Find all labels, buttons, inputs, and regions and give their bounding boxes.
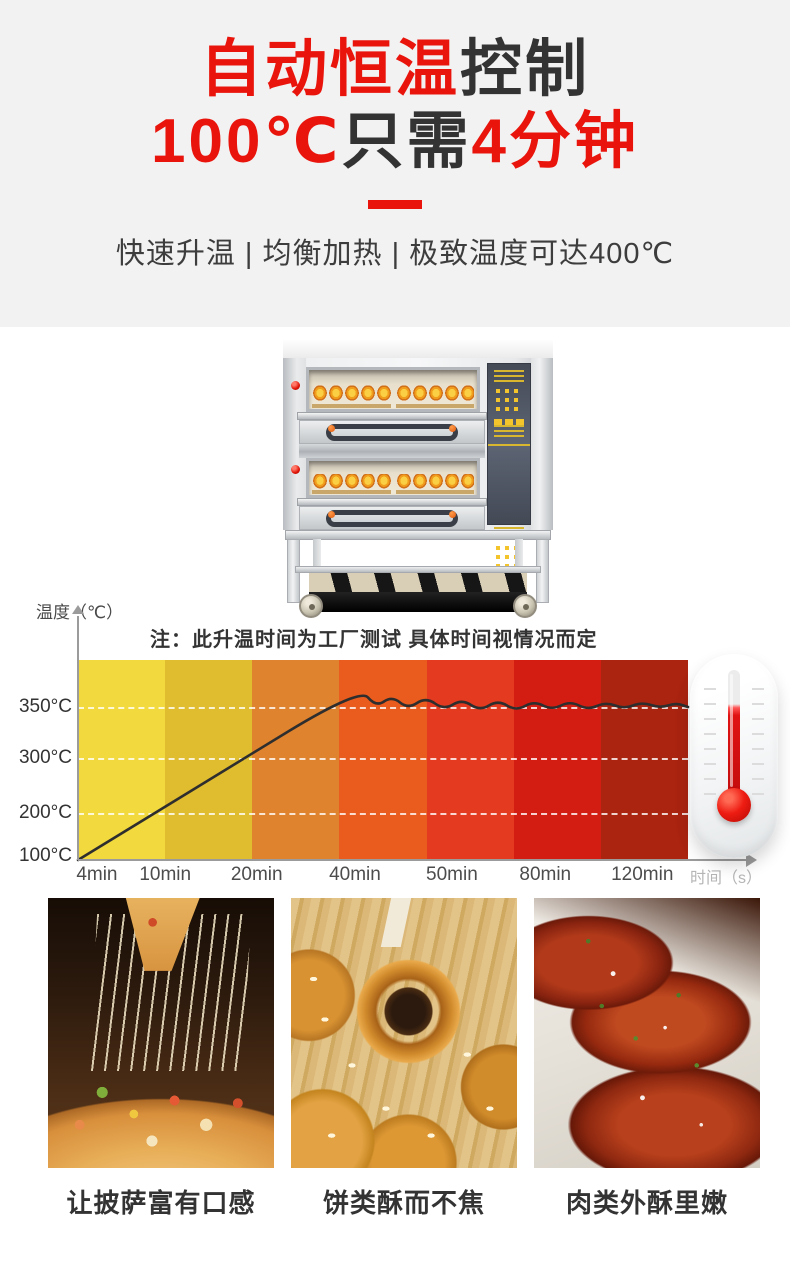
gridline-350 [78,707,688,709]
panel-separator [488,444,530,446]
x-tick-label: 40min [329,864,381,885]
x-tick-label: 10min [139,864,192,885]
x-axis-title: 时间（s） [690,870,763,887]
chart-note: 注：此升温时间为工厂测试 具体时间视情况而定 [150,629,598,651]
power-indicator-icon [291,465,300,474]
oven-right-column [531,358,553,530]
gridline-300 [78,758,688,760]
y-tick-label: 200°C [18,802,72,823]
x-tick-label: 20min [230,864,283,885]
stand-slats [309,573,527,593]
oven-door-upper [299,420,485,444]
title-red-text: 100℃ [150,106,342,176]
page-title-line1: 自动恒温控制 [0,0,790,106]
power-indicator-icon [291,381,300,390]
heatup-chart: 温度（℃） 注：此升温时间为工厂测试 具体时间视情况而定 350°C 300°C… [0,598,790,892]
heat-band [513,660,601,860]
food-card-pastry: 饼类酥而不焦 [291,898,517,1220]
oven-stand [283,530,553,618]
food-card-wings: 肉类外酥里嫩 [534,898,760,1220]
caster-wheel-icon [513,594,537,618]
stand-leg [313,539,321,591]
bread-trays [312,474,474,494]
bread-tray [312,385,391,408]
pastry-photo [291,898,517,1168]
bread-trays [312,385,474,408]
temperature-curve [76,694,690,862]
stand-leg [515,539,523,591]
x-tick-row: 4min 10min 20min 40min 50min 80min 120mi… [76,864,688,888]
y-axis-line [77,616,79,860]
heat-band [78,660,166,860]
bread-tray [312,474,391,494]
gridline-200 [78,813,688,815]
deck-window-lower [306,458,480,498]
header-banner: 自动恒温控制 100℃只需4分钟 快速升温 | 均衡加热 | 极致温度可达400… [0,0,790,327]
chicken-wings-photo [534,898,760,1168]
oven-body [283,358,553,597]
thermometer-icon [690,654,778,858]
feature-subtitle: 快速升温 | 均衡加热 | 极致温度可达400℃ [115,237,675,270]
stand-top-bar [285,530,551,540]
heat-band [600,660,688,860]
door-handle [326,510,458,527]
x-axis-arrow-icon [746,853,757,867]
page-title-line2: 100℃只需4分钟 [0,106,790,178]
thermometer-scale-ticks [752,688,764,806]
control-panel [487,363,531,597]
panel-vent-lines [494,370,524,384]
x-tick-label: 120min [611,864,674,885]
thermometer-scale-ticks [704,688,716,806]
pizza-photo [48,898,274,1168]
heat-band [339,660,427,860]
panel-vent-lines [494,425,524,440]
x-tick-label: 4min [76,864,118,885]
stand-base [309,592,527,612]
door-handle [326,424,458,441]
heat-band [165,660,253,860]
thermometer-tube [728,670,740,796]
x-tick-label: 50min [426,864,478,885]
heat-band [252,660,340,860]
x-tick-label: 80min [519,864,572,885]
caster-wheel-icon [299,594,323,618]
food-caption: 肉类外酥里嫩 [565,1188,728,1218]
food-caption: 饼类酥而不焦 [322,1188,485,1218]
title-red-text: 4分钟 [471,106,640,176]
oven-top-cap [283,340,553,358]
heatup-curve-path [76,694,690,862]
food-card-pizza: 让披萨富有口感 [48,898,274,1220]
tray-ledge [297,412,487,420]
red-divider [368,199,422,209]
x-axis-line [78,859,748,861]
food-examples: 让披萨富有口感 饼类酥而不焦 肉类外酥里嫩 [48,898,760,1220]
y-axis-arrow-icon [72,605,84,614]
title-red-text: 自动恒温 [199,35,460,104]
y-tick-label: 100°C [18,845,72,866]
food-caption: 让披萨富有口感 [66,1188,256,1218]
panel-buttons [495,389,523,415]
panel-keys [493,419,525,425]
thermometer-bulb [717,788,751,822]
control-panel-section [488,367,530,442]
y-tick-label: 300°C [18,747,72,768]
tray-ledge [297,498,487,506]
deck-divider-band [299,444,485,458]
title-dark-text: 控制 [460,35,591,104]
heat-band [426,660,514,860]
deck-window-upper [306,367,480,412]
chart-plot-area [78,660,688,860]
bread-tray [395,385,474,408]
oven-door-lower [299,506,485,530]
bread-tray [395,474,474,494]
title-dark-text: 只需 [341,106,472,176]
stand-shelf [295,566,541,573]
oven-left-column [283,358,306,530]
y-tick-label: 350°C [18,696,72,717]
oven-product-image [283,340,553,618]
